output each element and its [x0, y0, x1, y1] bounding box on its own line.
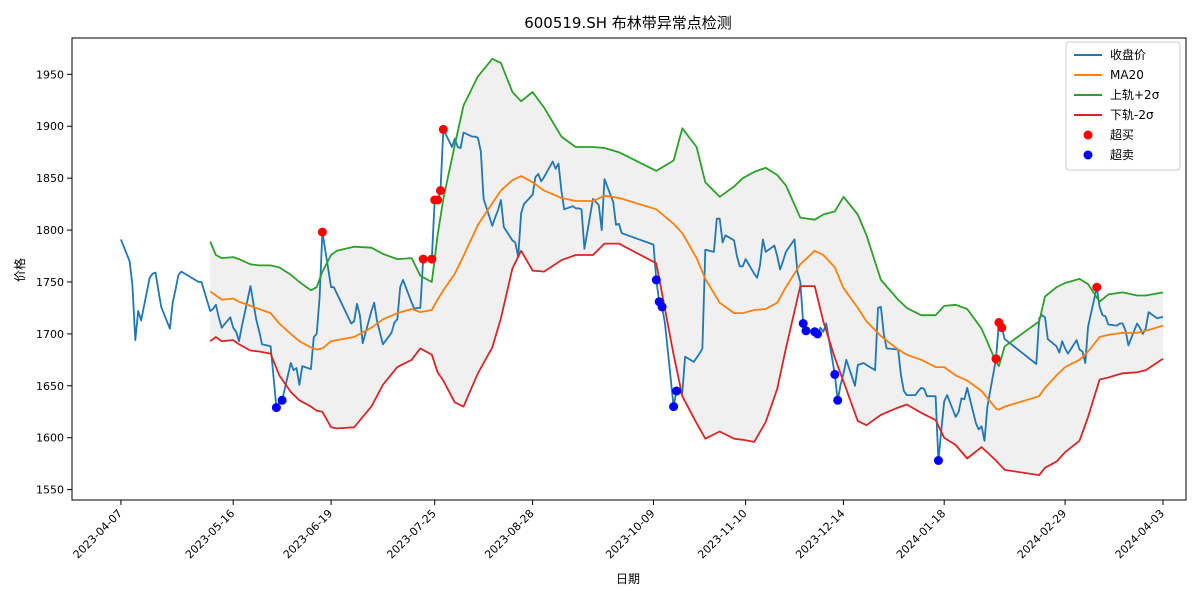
x-tick-label-4: 2023-08-28: [482, 507, 536, 561]
oversold-marker-5: [669, 402, 679, 412]
x-tick-label-9: 2024-02-29: [1015, 507, 1069, 561]
y-tick-label-6: 1850: [36, 172, 64, 185]
oversold-marker-1: [277, 395, 287, 405]
series-line-0: [120, 128, 1163, 462]
y-axis: 1550 1600 1650 1700 1750 1800 1850 1900 1950: [36, 68, 72, 497]
x-tick-label-5: 2023-10-09: [603, 507, 657, 561]
plot-frame: [71, 37, 1187, 501]
x-tick-label-1: 2023-05-16: [183, 507, 237, 561]
y-tick-label-1: 1600: [36, 432, 64, 445]
legend-label-1: MA20: [1110, 68, 1144, 82]
legend-label-3: 下轨-2σ: [1110, 108, 1154, 122]
oversold-marker-13: [933, 456, 943, 465]
y-tick-label-3: 1700: [36, 328, 64, 341]
y-tick-label-4: 1750: [36, 276, 64, 289]
series-line-2: [209, 57, 1164, 368]
y-axis-label: 价格: [12, 258, 27, 282]
series-line-1: [209, 175, 1164, 411]
legend-label-5: 超卖: [1110, 147, 1134, 162]
x-tick-label-3: 2023-07-25: [384, 507, 438, 561]
oversold-marker-2: [651, 275, 661, 285]
chart-title: 600519.SH 布林带异常点检测: [524, 14, 732, 32]
oversold-marker-4: [657, 302, 667, 312]
overbought-marker-9: [997, 323, 1007, 333]
y-tick-label-2: 1650: [36, 380, 64, 393]
oversold-marker-8: [801, 326, 811, 336]
x-axis-label: 日期: [616, 572, 640, 586]
overbought-marker-2: [427, 254, 437, 264]
oversold-marker-0: [271, 403, 281, 413]
overbought-marker-5: [436, 186, 445, 196]
overbought-marker-6: [438, 124, 448, 134]
x-tick-label-0: 2023-04-07: [71, 507, 125, 561]
oversold-marker-12: [833, 395, 843, 405]
oversold-marker-7: [798, 319, 808, 328]
overbought-marker-1: [418, 254, 428, 264]
oversold-marker-6: [672, 386, 681, 396]
y-tick-label-7: 1900: [36, 120, 64, 133]
plot-area: [120, 57, 1164, 477]
x-tick-label-7: 2023-12-14: [793, 507, 847, 561]
y-tick-label-8: 1950: [36, 68, 64, 81]
oversold-marker-11: [830, 369, 840, 379]
y-tick-label-0: 1550: [36, 484, 64, 497]
band-fill: [210, 58, 1163, 476]
overbought-marker-10: [1092, 282, 1102, 292]
overbought-marker-0: [317, 227, 327, 237]
oversold-marker-10: [813, 329, 822, 339]
overbought-marker-7: [991, 354, 1001, 364]
x-tick-label-8: 2024-01-18: [894, 507, 948, 561]
x-axis: 2023-04-07 2023-05-16 2023-06-19 2023-07-25…: [71, 500, 1167, 561]
overbought-marker-4: [433, 195, 443, 205]
legend-label-0: 收盘价: [1110, 47, 1146, 62]
x-tick-label-10: 2024-04-03: [1113, 507, 1167, 561]
legend-swatch-5: [1083, 150, 1093, 160]
legend-label-4: 超买: [1110, 127, 1134, 142]
x-tick-label-6: 2023-11-10: [695, 507, 749, 561]
series-line-3: [209, 242, 1164, 477]
legend-label-2: 上轨+2σ: [1110, 88, 1160, 102]
y-tick-label-5: 1800: [36, 224, 64, 237]
legend-swatch-4: [1083, 130, 1093, 140]
x-tick-label-2: 2023-06-19: [281, 507, 335, 561]
